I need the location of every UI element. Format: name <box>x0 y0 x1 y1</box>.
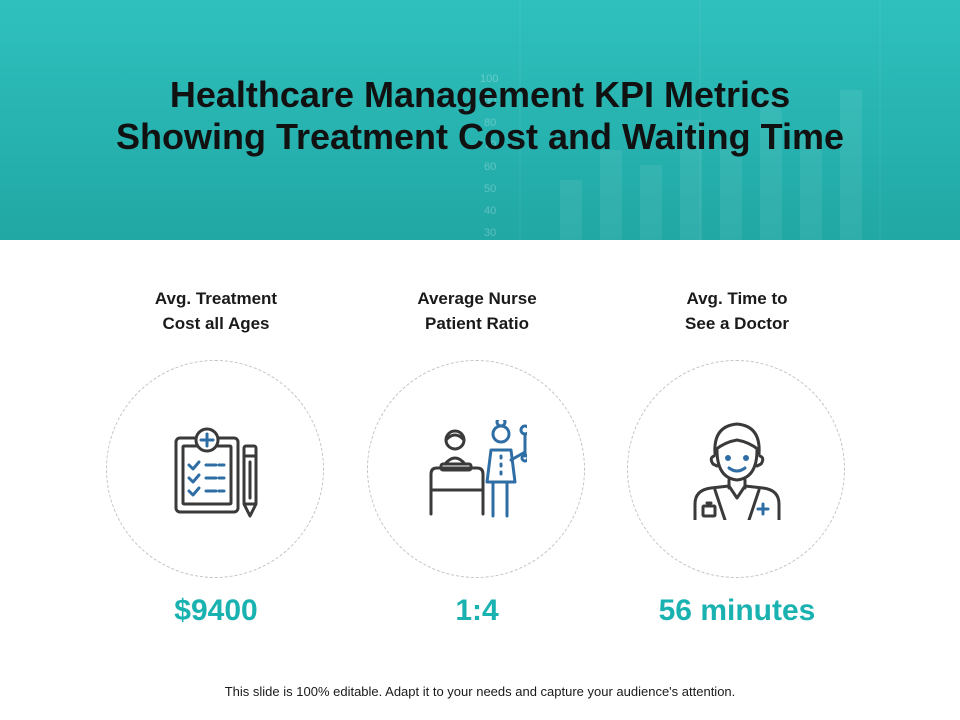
nurse-patient-icon <box>429 420 527 518</box>
axis-tick: 70 <box>484 139 496 151</box>
axis-tick: 100 <box>480 73 498 85</box>
banner-background-graphic: 100 90 80 70 60 50 40 30 <box>480 0 881 240</box>
axis-tick: 60 <box>484 161 496 173</box>
title-line-1: Healthcare Management KPI Metrics <box>169 74 791 115</box>
doctor-icon <box>693 422 781 520</box>
kpi-label-line-2: Cost all Ages <box>162 314 270 333</box>
kpi-treatment-cost: Avg. Treatment Cost all Ages <box>86 286 346 627</box>
axis-tick: 40 <box>484 205 496 217</box>
kpi-value: $9400 <box>174 594 258 627</box>
kpi-nurse-patient-ratio: Average Nurse Patient Ratio <box>347 286 607 627</box>
kpi-time-to-doctor: Avg. Time to See a Doctor <box>607 286 867 627</box>
kpi-value: 56 minutes <box>658 594 816 627</box>
title-line-2: Showing Treatment Cost and Waiting Time <box>115 116 845 157</box>
kpi-label-line-1: Average Nurse <box>417 289 537 308</box>
kpi-value: 1:4 <box>455 594 499 627</box>
kpi-label-line-2: Patient Ratio <box>425 314 529 333</box>
axis-tick: 90 <box>484 95 496 107</box>
axis-tick: 80 <box>484 117 496 129</box>
kpi-label: Avg. Time to See a Doctor <box>607 286 867 340</box>
kpi-icon-circle <box>367 360 585 578</box>
kpi-icon-circle <box>627 360 845 578</box>
kpi-label-line-1: Avg. Treatment <box>154 289 278 308</box>
axis-tick: 50 <box>484 183 496 195</box>
kpi-icon-circle <box>106 360 324 578</box>
kpi-label-line-2: See a Doctor <box>685 314 789 333</box>
footer-note: This slide is 100% editable. Adapt it to… <box>224 684 736 699</box>
axis-tick: 30 <box>484 227 496 239</box>
page-title: Healthcare Management KPI Metrics Showin… <box>0 74 960 158</box>
header-banner: 100 90 80 70 60 50 40 30 Healthcare Mana… <box>0 0 960 240</box>
kpi-label: Average Nurse Patient Ratio <box>347 286 607 340</box>
kpi-label: Avg. Treatment Cost all Ages <box>86 286 346 340</box>
kpi-label-line-1: Avg. Time to <box>686 289 788 308</box>
clipboard-checklist-icon <box>174 427 258 518</box>
